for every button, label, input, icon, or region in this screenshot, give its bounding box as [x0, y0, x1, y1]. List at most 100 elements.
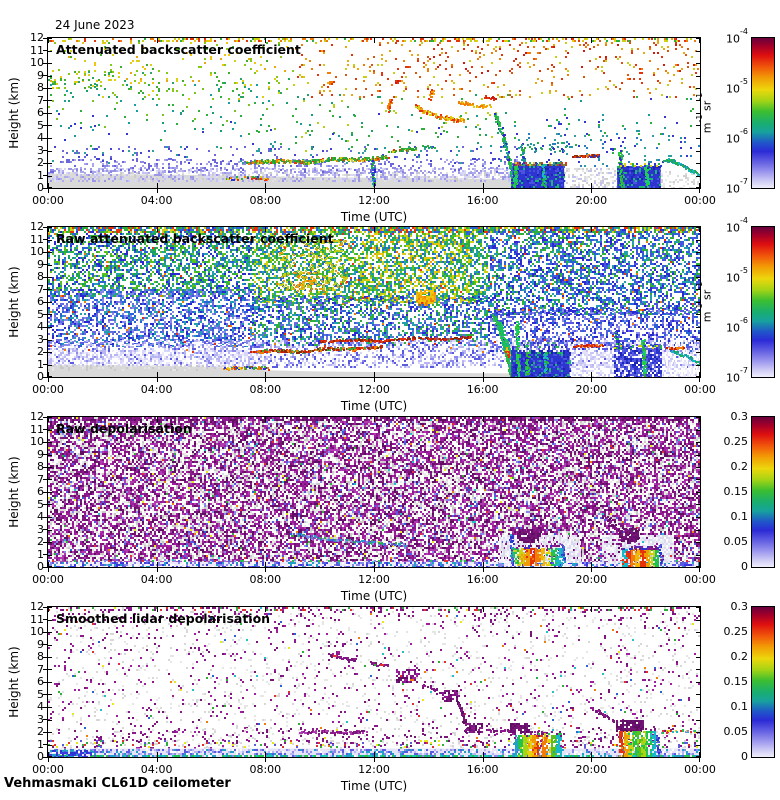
x-tick-label: 16:00 — [466, 194, 499, 207]
axis-label-time: Time (UTC) — [340, 589, 408, 603]
y-tick-label: 5 — [37, 307, 44, 321]
y-tick-label: 11 — [30, 43, 44, 57]
y-tick-label: 2 — [37, 156, 44, 169]
tick-mark — [43, 554, 47, 555]
tick-mark — [43, 162, 47, 164]
tick-mark — [43, 756, 47, 758]
colorbar-tick-label: 0.3 — [730, 600, 749, 613]
tick-mark — [43, 504, 47, 505]
axis-label-height: Height (km) — [7, 266, 21, 338]
x-tick-label: 16:00 — [466, 383, 499, 396]
x-tick-label: 04:00 — [140, 194, 173, 207]
tick-mark — [699, 568, 700, 572]
tick-mark — [591, 568, 593, 572]
y-tick-label: 2 — [37, 345, 44, 358]
colorbar-unit-label: m-1 sr-1 — [695, 281, 714, 323]
tick-mark — [374, 189, 375, 193]
axis-label-height: Height (km) — [7, 77, 21, 149]
y-tick-label: 4 — [37, 320, 44, 333]
colorbar-tick-label: 0.2 — [730, 459, 749, 473]
colorbar-tick-label: 0.25 — [723, 625, 749, 638]
y-tick-label: 8 — [37, 650, 44, 663]
tick-mark — [43, 694, 47, 695]
tick-mark — [43, 75, 47, 76]
panel-title: Attenuated backscatter coefficient — [56, 42, 301, 57]
colorbar-tick-label: 0.1 — [730, 700, 749, 713]
y-tick-label: 10 — [30, 56, 44, 69]
colorbar-tick-label: 10-6 — [726, 316, 748, 335]
y-tick-label: 6 — [37, 675, 44, 688]
heatmap-canvas-smoothed-lidar-depolarisation — [48, 607, 700, 757]
tick-mark — [43, 87, 47, 89]
colorbar-tick-label: 10-7 — [726, 177, 748, 196]
colorbar-tick-label: 10-5 — [726, 265, 748, 285]
y-tick-label: 2 — [37, 535, 44, 548]
tick-mark — [374, 758, 375, 762]
tick-mark — [43, 566, 47, 568]
colorbar-tick-label: 0.05 — [723, 534, 749, 548]
x-tick-label: 12:00 — [358, 383, 390, 396]
y-tick-label: 11 — [30, 422, 44, 436]
panel-title: Raw depolarisation — [56, 421, 192, 436]
tick-mark — [43, 50, 47, 51]
date-label: 24 June 2023 — [55, 18, 135, 32]
tick-mark — [43, 416, 47, 418]
tick-mark — [265, 189, 267, 193]
tick-mark — [43, 264, 47, 265]
y-tick-label: 4 — [37, 510, 44, 523]
colorbar-tick-label: 0.15 — [723, 485, 749, 498]
x-tick-label: 16:00 — [466, 763, 499, 776]
y-tick-label: 9 — [37, 68, 44, 82]
x-tick-label: 00:00 — [684, 383, 716, 396]
heatmap-canvas-raw-attenuated-backscatter — [48, 227, 700, 377]
tick-mark — [265, 568, 267, 572]
x-tick-label: 00:00 — [684, 194, 716, 207]
colorbar-tick-label: 10-4 — [726, 216, 748, 235]
y-tick-label: 1 — [37, 168, 44, 182]
axis-label-height: Height (km) — [7, 646, 21, 718]
tick-mark — [43, 644, 47, 645]
y-tick-label: 6 — [37, 485, 44, 498]
colorbar-tick-label: 0 — [741, 560, 748, 573]
x-tick-label: 08:00 — [249, 573, 282, 586]
x-tick-label: 16:00 — [466, 573, 499, 586]
colorbar-tick-label: 0.05 — [723, 724, 749, 738]
tick-mark — [43, 351, 47, 353]
colorbar-tick-label: 10-5 — [726, 76, 748, 96]
tick-mark — [482, 568, 484, 572]
tick-mark — [43, 719, 47, 720]
colorbar-tick-label: 0.1 — [730, 510, 749, 523]
colorbar-tick-label: 10-7 — [726, 366, 748, 385]
colorbar-depol — [751, 416, 775, 568]
y-tick-label: 10 — [30, 435, 44, 448]
colorbar-backscatter — [751, 37, 775, 189]
x-tick-label: 20:00 — [575, 194, 608, 207]
tick-mark — [43, 429, 47, 430]
x-tick-label: 20:00 — [575, 573, 608, 586]
x-tick-label: 12:00 — [358, 763, 390, 776]
colorbar-depol — [751, 606, 775, 758]
y-tick-label: 12 — [30, 31, 44, 44]
x-tick-label: 08:00 — [249, 763, 282, 776]
tick-mark — [699, 189, 700, 193]
y-tick-label: 3 — [37, 522, 44, 536]
heatmap-canvas-attenuated-backscatter — [48, 38, 700, 188]
x-tick-label: 12:00 — [358, 194, 390, 207]
tick-mark — [43, 529, 47, 530]
tick-mark — [591, 378, 593, 382]
tick-mark — [156, 568, 158, 572]
tick-mark — [43, 62, 47, 64]
tick-mark — [43, 669, 47, 670]
footer-station-label: Vehmasmaki CL61D ceilometer — [4, 776, 231, 791]
x-tick-label: 04:00 — [140, 573, 173, 586]
x-tick-label: 12:00 — [358, 573, 390, 586]
tick-mark — [48, 189, 49, 193]
tick-mark — [374, 568, 375, 572]
y-tick-label: 1 — [37, 737, 44, 751]
y-tick-label: 7 — [37, 662, 44, 676]
y-tick-label: 12 — [30, 410, 44, 423]
y-tick-label: 11 — [30, 612, 44, 626]
tick-mark — [43, 226, 47, 228]
tick-mark — [43, 289, 47, 290]
x-tick-label: 00:00 — [684, 573, 716, 586]
